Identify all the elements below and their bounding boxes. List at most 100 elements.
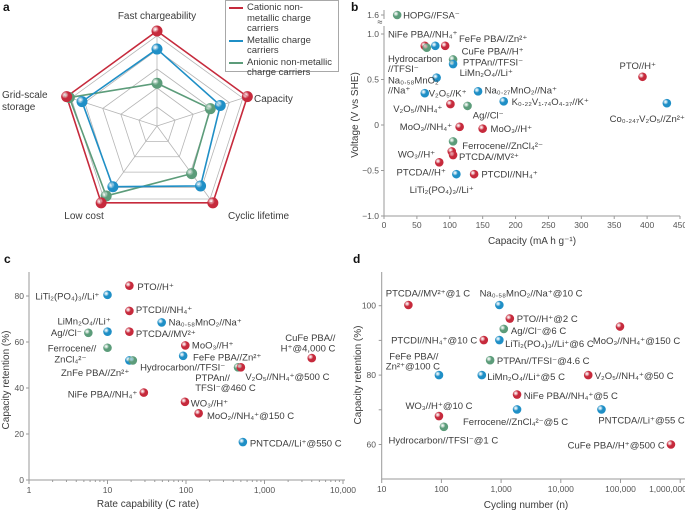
data-point-cationic [95, 197, 107, 209]
legend-label: Metallic charge carriers [247, 34, 311, 56]
point-label: Na₀.₅₈MnO₂//Na⁺@10 C [480, 289, 583, 300]
data-point-cationic [151, 25, 163, 37]
data-point-cationic [512, 390, 522, 399]
point-label: Ferrocene//ZnCl₄²⁻ [462, 141, 543, 152]
radar-grid-ring [138, 106, 176, 142]
y-tick-label: 20 [15, 429, 25, 439]
radar-axis-label: Cyclic lifetime [228, 211, 290, 222]
legend-swatch [229, 61, 243, 64]
point-label: PTPAn// [195, 373, 230, 384]
data-point-cationic [446, 99, 455, 109]
data-point-cationic [236, 363, 246, 372]
axis-break-icon: ≈ [378, 17, 383, 27]
point-label: FeFe PBA//Zn²⁺ [193, 352, 261, 363]
data-point-cationic [61, 91, 73, 103]
point-label: Hydrocarbon//TFSI⁻@1 C [389, 435, 499, 446]
data-point-cationic [125, 306, 134, 316]
legend-swatch [229, 7, 243, 9]
data-point-cationic [181, 341, 190, 350]
data-point-metallic [473, 87, 483, 96]
data-point-cationic [615, 322, 625, 331]
point-label: ZnFe PBA//Zn²⁺ [61, 368, 129, 379]
point-label: PTCDI//NH₄⁺ [136, 305, 192, 316]
x-axis-title: Capacity (mA h g⁻¹) [488, 236, 576, 247]
radar-legend: Cationic non-metallic charge carriers Me… [225, 0, 339, 78]
data-point-metallic [195, 180, 207, 192]
point-label: LiTi₂(PO₄)₃//Li⁺ [410, 185, 474, 196]
legend-item-cationic: Cationic non-metallic charge carriers [229, 2, 335, 35]
data-point-metallic [107, 181, 119, 193]
data-point-cationic [139, 388, 149, 397]
data-point-cationic [469, 169, 479, 179]
radar-grid-ring [102, 68, 212, 173]
data-point-cationic [455, 122, 464, 132]
data-point-cationic [307, 353, 317, 363]
point-label: MoO₃//NH₄⁺ [400, 122, 452, 133]
x-tick-label: 150 [476, 220, 490, 230]
retention-cycling-chart: 60 80 100 10 100 1,000 10,000 100,000 1,000,000 C… [353, 272, 685, 511]
point-label: MoO₃//H⁺ [491, 124, 533, 135]
radar-axis-label: Capacity [254, 94, 293, 105]
x-tick-label: 100 [179, 485, 193, 495]
data-point-metallic [432, 73, 441, 82]
point-label: V₂O₅//K⁺ [429, 88, 467, 99]
point-label: WO₃//H⁺ [191, 399, 228, 410]
radar-spoke [156, 97, 243, 127]
point-label: NiFe PBA//NH₄⁺ [68, 390, 138, 401]
x-tick-label: 100 [434, 484, 448, 494]
point-label: Ag//Cl⁻@6 C [511, 326, 566, 337]
x-tick-label: 1,000 [490, 484, 512, 494]
data-point-metallic [151, 43, 163, 55]
data-point-cationic [404, 300, 413, 310]
panel-label-c: c [4, 252, 11, 266]
legend-swatch [229, 39, 243, 42]
data-point-cationic [125, 327, 134, 336]
x-tick-label: 200 [508, 220, 522, 230]
data-point-metallic [448, 59, 458, 69]
y-tick-label: 40 [15, 383, 25, 393]
point-label: //TFSI⁻ [388, 64, 419, 75]
point-label: Ferrocene// [48, 344, 97, 355]
retention-rate-chart: 0 20 40 60 80 1 10 100 1,000 10,000 Rate capabilit… [1, 272, 356, 510]
data-point-cationic [207, 197, 219, 209]
point-label: PTCDI//NH₄⁺@10 C [391, 335, 477, 346]
point-label: Hydrocarbon//TFSI⁻ [140, 363, 225, 374]
data-point-metallic [431, 41, 440, 51]
point-label: LiMn₂O₄//Li⁺ [58, 317, 111, 328]
y-axis-title: Capacity retention (%) [1, 331, 12, 430]
y-axis-title: Voltage (V vs SHE) [350, 72, 361, 158]
data-point-cationic [505, 314, 515, 323]
legend-item-metallic: Metallic charge carriers [229, 34, 335, 57]
voltage-capacity-chart: ≈ −1.0 −0.5 0 0.5 1.0 1.6 0 50 100 150 200 250 300 350… [350, 10, 685, 247]
point-label: PTCDA//H⁺ [396, 168, 445, 179]
data-point-anionic [128, 356, 138, 365]
point-label: V₂O₅//NH₄⁺@50 C [595, 371, 674, 382]
point-label: PTO//H⁺ [137, 282, 174, 293]
radar-grid-ring [70, 35, 244, 200]
point-label: TFSI⁻@460 C [195, 383, 256, 394]
y-tick-label: −1.0 [362, 211, 379, 221]
data-point-cationic [434, 411, 444, 421]
data-point-anionic [499, 324, 509, 334]
point-label: MoO₂//NH₄⁺@150 C [207, 411, 294, 422]
data-point-metallic [103, 327, 112, 336]
point-label: NiFe PBA//NH₄⁺ [388, 29, 458, 40]
data-point-cationic [583, 370, 593, 380]
y-tick-label: 0.5 [367, 75, 379, 85]
data-point-metallic [662, 98, 672, 108]
data-point-metallic [495, 300, 504, 310]
panel-label-d: d [353, 252, 360, 266]
x-tick-label: 10,000 [330, 485, 356, 495]
x-tick-label: 450 [673, 220, 685, 230]
data-point-anionic [422, 43, 432, 52]
panel-label-b: b [351, 0, 358, 14]
x-tick-label: 1 [27, 485, 32, 495]
y-tick-label: 0 [19, 475, 24, 485]
data-point-cationic [448, 150, 458, 160]
point-label: LiMn₂O₄//Li⁺ [460, 68, 513, 79]
legend-item-anionic: Anionic non-metallic charge carriers [229, 57, 335, 79]
data-point-cationic [180, 397, 190, 407]
radar-axis-label: Grid-scale storage [2, 90, 48, 113]
